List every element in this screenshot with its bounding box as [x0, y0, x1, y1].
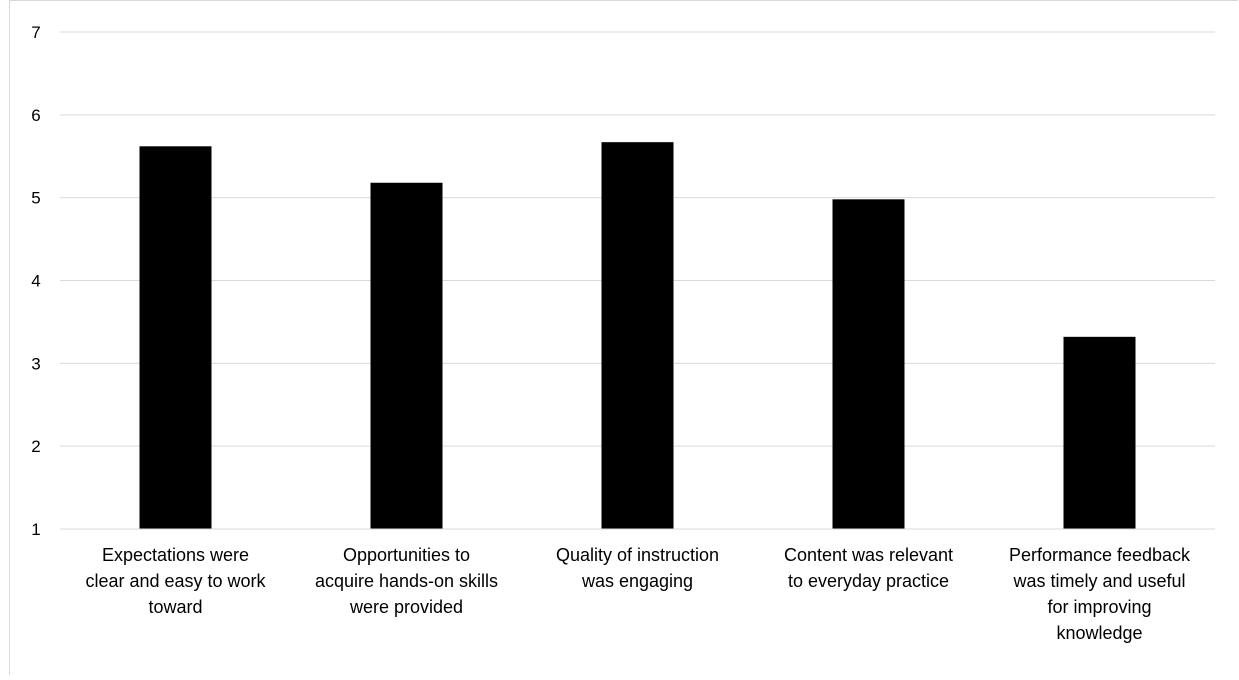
- bars: [139, 142, 1136, 530]
- y-tick-label: 3: [31, 354, 40, 373]
- x-category-label: Content was relevant to everyday practice: [784, 545, 953, 591]
- bar: [139, 146, 212, 529]
- x-category-label-line: toward: [148, 597, 202, 617]
- bar: [832, 199, 905, 529]
- y-tick-label: 4: [31, 272, 40, 291]
- x-category-label-line: acquire hands-on skills: [315, 571, 498, 591]
- x-axis-labels: Expectations were clear and easy to work t…: [85, 545, 1191, 643]
- x-category-label-line: Performance feedback: [1009, 545, 1191, 565]
- x-category-label-line: Quality of instruction: [556, 545, 719, 565]
- y-tick-label: 6: [31, 106, 40, 125]
- x-category-label-line: for improving: [1047, 597, 1151, 617]
- bar: [601, 142, 674, 529]
- x-category-label-line: Content was relevant: [784, 545, 953, 565]
- x-category-label-line: clear and easy to work: [85, 571, 266, 591]
- y-axis-ticks: 1 2 3 4 5 6 7: [31, 23, 40, 539]
- x-category-label: Opportunities to acquire hands-on skills w…: [315, 545, 498, 617]
- x-category-label-line: were provided: [349, 597, 463, 617]
- y-tick-label: 7: [31, 23, 40, 42]
- x-category-label: Performance feedback was timely and usefu…: [1009, 545, 1191, 643]
- x-category-label-line: to everyday practice: [788, 571, 949, 591]
- x-category-label-line: was timely and useful: [1012, 571, 1185, 591]
- x-category-label-line: Opportunities to: [343, 545, 470, 565]
- x-category-label-line: was engaging: [581, 571, 693, 591]
- x-category-label-line: Expectations were: [102, 545, 249, 565]
- y-tick-label: 5: [31, 189, 40, 208]
- x-category-label: Expectations were clear and easy to work t…: [85, 545, 266, 617]
- x-category-label: Quality of instruction was engaging: [556, 545, 719, 591]
- y-tick-label: 2: [31, 437, 40, 456]
- y-tick-label: 1: [31, 520, 40, 539]
- bar: [370, 182, 443, 530]
- x-category-label-line: knowledge: [1056, 623, 1142, 643]
- bar: [1063, 336, 1136, 529]
